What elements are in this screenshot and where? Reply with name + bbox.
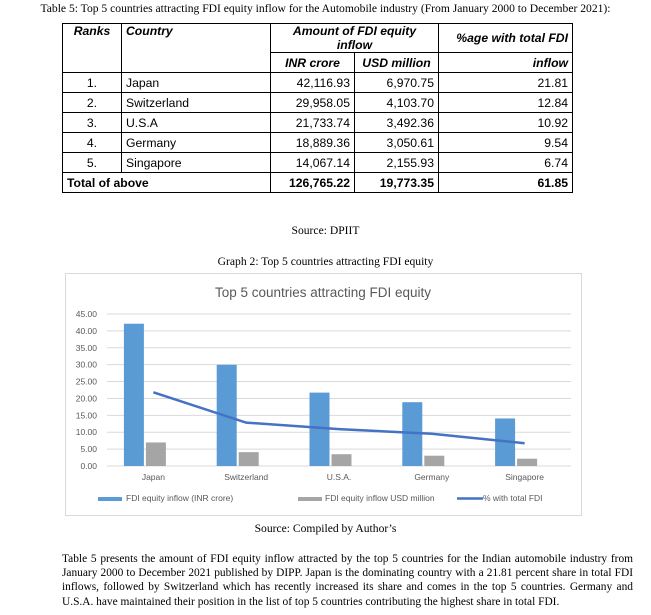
cell-usd: 3,050.61: [354, 132, 439, 153]
cell-country: Singapore: [121, 152, 271, 173]
table-row: 5. Singapore 14,067.14 2,155.93 6.74: [62, 152, 573, 173]
header-pct-line1: %age with total FDI: [438, 23, 573, 53]
cell-rank: 4.: [62, 132, 122, 153]
x-tick-label: Japan: [142, 472, 165, 482]
cell-pct: 6.74: [438, 152, 573, 173]
legend-swatch-usd: [298, 497, 322, 501]
header-inr: INR crore: [270, 52, 355, 73]
bar-inr: [309, 392, 330, 466]
cell-total-label: Total of above: [62, 172, 271, 193]
x-tick-label: Switzerland: [224, 472, 268, 482]
cell-country: U.S.A: [121, 112, 271, 133]
table-caption: Table 5: Top 5 countries attracting FDI …: [40, 2, 611, 15]
cell-usd: 3,492.36: [354, 112, 439, 133]
cell-inr: 21,733.74: [270, 112, 355, 133]
cell-total-pct: 61.85: [438, 172, 573, 193]
legend-label-inr: FDI equity inflow (INR crore): [126, 493, 233, 503]
cell-pct: 10.92: [438, 112, 573, 133]
cell-inr: 18,889.36: [270, 132, 355, 153]
legend-swatch-inr: [98, 497, 122, 501]
x-tick-label: U.S.A.: [327, 472, 352, 482]
y-tick-label: 30.00: [76, 360, 98, 370]
x-tick-label: Singapore: [505, 472, 544, 482]
cell-inr: 29,958.05: [270, 92, 355, 113]
cell-inr: 42,116.93: [270, 72, 355, 93]
chart-svg: Top 5 countries attracting FDI equity 0.0…: [76, 285, 571, 503]
table-total-row: Total of above 126,765.22 19,773.35 61.8…: [62, 172, 573, 193]
y-tick-label: 40.00: [76, 326, 98, 336]
table-row: 1. Japan 42,116.93 6,970.75 21.81: [62, 72, 573, 93]
bar-usd: [517, 458, 538, 466]
chart-source: Source: Compiled by Author’s: [254, 522, 397, 535]
cell-inr: 14,067.14: [270, 152, 355, 173]
cell-usd: 2,155.93: [354, 152, 439, 173]
y-tick-label: 35.00: [76, 343, 98, 353]
header-amount: Amount of FDI equity inflow: [270, 23, 439, 53]
table-header-row: Ranks Country Amount of FDI equity inflo…: [62, 23, 573, 73]
legend-label-pct: % with total FDI: [483, 493, 543, 503]
table-row: 4. Germany 18,889.36 3,050.61 9.54: [62, 132, 573, 153]
y-tick-label: 45.00: [76, 309, 98, 319]
cell-country: Switzerland: [121, 92, 271, 113]
cell-total-inr: 126,765.22: [270, 172, 355, 193]
cell-usd: 4,103.70: [354, 92, 439, 113]
cell-usd: 6,970.75: [354, 72, 439, 93]
graph-caption: Graph 2: Top 5 countries attracting FDI …: [217, 255, 434, 268]
header-usd: USD million: [354, 52, 439, 73]
bar-inr: [402, 402, 423, 466]
bar-usd: [331, 454, 352, 466]
header-country: Country: [121, 23, 271, 73]
cell-total-usd: 19,773.35: [354, 172, 439, 193]
cell-rank: 3.: [62, 112, 122, 133]
header-ranks: Ranks: [62, 23, 122, 73]
header-pct-line2: inflow: [438, 52, 573, 73]
cell-rank: 2.: [62, 92, 122, 113]
x-tick-label: Germany: [414, 472, 450, 482]
legend-label-usd: FDI equity inflow USD million: [325, 493, 435, 503]
bar-usd: [238, 452, 259, 466]
cell-country: Germany: [121, 132, 271, 153]
y-tick-label: 25.00: [76, 377, 98, 387]
line-pct-total: [153, 391, 525, 445]
y-tick-label: 5.00: [80, 444, 97, 454]
y-tick-label: 15.00: [76, 410, 98, 420]
bar-usd: [424, 455, 445, 466]
y-tick-label: 0.00: [80, 461, 97, 471]
fdi-table: Ranks Country Amount of FDI equity inflo…: [62, 23, 573, 193]
bar-inr: [123, 323, 144, 466]
chart-frame: Top 5 countries attracting FDI equity 0.0…: [65, 273, 582, 516]
cell-pct: 12.84: [438, 92, 573, 113]
bar-usd: [145, 442, 166, 466]
chart-title: Top 5 countries attracting FDI equity: [215, 285, 431, 300]
table-row: 3. U.S.A 21,733.74 3,492.36 10.92: [62, 112, 573, 133]
y-tick-label: 20.00: [76, 393, 98, 403]
cell-rank: 5.: [62, 152, 122, 173]
cell-rank: 1.: [62, 72, 122, 93]
cell-pct: 21.81: [438, 72, 573, 93]
table-row: 2. Switzerland 29,958.05 4,103.70 12.84: [62, 92, 573, 113]
y-tick-label: 10.00: [76, 427, 98, 437]
cell-country: Japan: [121, 72, 271, 93]
table-source: Source: DPIIT: [291, 224, 360, 237]
body-paragraph: Table 5 presents the amount of FDI equit…: [62, 553, 633, 608]
cell-pct: 9.54: [438, 132, 573, 153]
